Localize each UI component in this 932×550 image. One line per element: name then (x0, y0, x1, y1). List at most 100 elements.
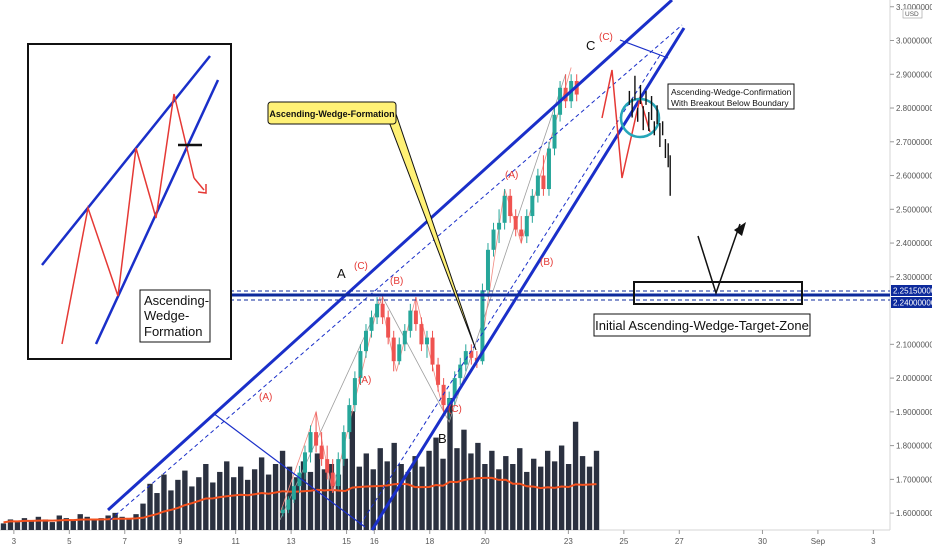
volume-bar (384, 461, 390, 530)
volume-bar (335, 474, 342, 530)
volume-bar (175, 479, 181, 530)
price-tick-label: 1.60000000 (896, 509, 932, 518)
price-tick-label: 1.80000000 (896, 442, 932, 451)
volume-bar (293, 477, 300, 530)
target-projection-path (697, 223, 741, 296)
candle-body (524, 216, 529, 237)
price-tag-lower-text: 2.24000000 (893, 299, 932, 308)
volume-bar (558, 445, 565, 530)
volume-bar (489, 450, 495, 530)
volume-bar (189, 486, 195, 530)
confirmation-callout-line2: With Breakout Below Boundary (671, 98, 789, 108)
wave-label-b-2: (B) (540, 257, 553, 268)
projected-candles-layer (628, 75, 671, 196)
price-tick-label: 2.90000000 (896, 70, 932, 79)
wedge-lower-dashed (359, 51, 663, 526)
volume-bar (363, 453, 369, 530)
candle-body (424, 337, 429, 345)
volume-bar (21, 518, 28, 530)
wedge-upper-boundary (106, 0, 674, 512)
volume-bar (475, 442, 481, 530)
price-tick-label: 2.60000000 (896, 172, 932, 181)
time-axis: 3 5 7 9 11 13 15 16 18 20 23 25 27 30 Sep 3 (12, 530, 876, 546)
target-projection-arrowhead (734, 222, 746, 236)
currency-badge-box (902, 8, 923, 19)
candles-layer (280, 74, 579, 517)
price-tick-label: 1.90000000 (896, 408, 932, 417)
volume-bar (265, 474, 272, 530)
wedge-end-measure (619, 39, 669, 59)
volume-bar (565, 464, 572, 530)
wave-label-c-a: (C) (354, 261, 368, 272)
volume-bar (398, 464, 404, 530)
point-label-a: A (337, 266, 346, 281)
volume-bar (349, 411, 356, 530)
volume-bar (468, 453, 474, 530)
volume-bar (510, 464, 516, 530)
target-zone-label-box (593, 313, 811, 337)
candle-body (402, 330, 407, 345)
volume-bar (496, 469, 502, 530)
price-axis: 1.60000000 1.70000000 1.80000000 1.90000000… (890, 3, 932, 518)
point-label-c: C (586, 38, 595, 53)
volume-bar (0, 523, 7, 530)
volume-bar (544, 450, 551, 530)
price-tick-label: 2.00000000 (896, 374, 932, 383)
candle-body (330, 472, 335, 487)
candle-body (319, 445, 324, 460)
formation-callout-box (267, 101, 397, 125)
volume-bar (63, 518, 69, 530)
candle-body (380, 303, 385, 318)
volume-bar (49, 522, 56, 530)
volume-bar (210, 482, 216, 530)
candle-body (469, 351, 474, 358)
volume-bar (579, 456, 586, 530)
time-tick-label: 18 (425, 537, 434, 546)
candle-body (436, 364, 441, 385)
volume-bar (126, 518, 132, 530)
price-tick-label: 2.80000000 (896, 104, 932, 113)
candle-body (308, 432, 313, 453)
inset-title-line3: Formation (144, 324, 203, 339)
price-tick-label: 2.30000000 (896, 273, 932, 282)
candle-body (541, 175, 546, 190)
volume-bar (77, 514, 83, 530)
wave-gray-path (279, 74, 566, 521)
candle-body (291, 486, 296, 500)
volume-bar (161, 474, 167, 530)
candle-body (397, 344, 402, 362)
candle-body (430, 337, 435, 365)
candle-body (375, 303, 380, 318)
inset-title-box (139, 289, 211, 343)
candle-body (386, 317, 391, 338)
confirmation-callout-line1: Ascending-Wedge-Confirmation (671, 87, 792, 97)
candle-body (325, 459, 330, 473)
volume-bar (572, 421, 579, 530)
price-tag-lower-bg (891, 297, 932, 308)
volume-bar (196, 477, 202, 530)
time-tick-label: 13 (287, 537, 296, 546)
wave-label-a-1: (A) (358, 375, 371, 386)
volume-bar (91, 519, 97, 530)
volume-bar (238, 466, 244, 530)
time-tick-label: 3 (871, 537, 876, 546)
volume-bar (426, 450, 432, 530)
volume-bar (119, 516, 125, 530)
wave-label-a-2: (A) (259, 392, 272, 403)
volume-bar (112, 512, 118, 530)
price-axis-panel (890, 0, 932, 550)
candle-body (530, 195, 535, 217)
volume-bar (454, 448, 460, 530)
volume-bar (70, 520, 76, 530)
volume-bar (440, 458, 446, 530)
volume-bar (35, 516, 42, 530)
inset-upper-boundary (41, 55, 211, 266)
volume-bar (586, 466, 593, 530)
volume-bar (272, 464, 279, 530)
volume-bar (84, 516, 90, 530)
volume-bar (419, 466, 425, 530)
candle-body (519, 229, 524, 237)
time-tick-label: 5 (67, 537, 72, 546)
candle-body (497, 222, 502, 230)
